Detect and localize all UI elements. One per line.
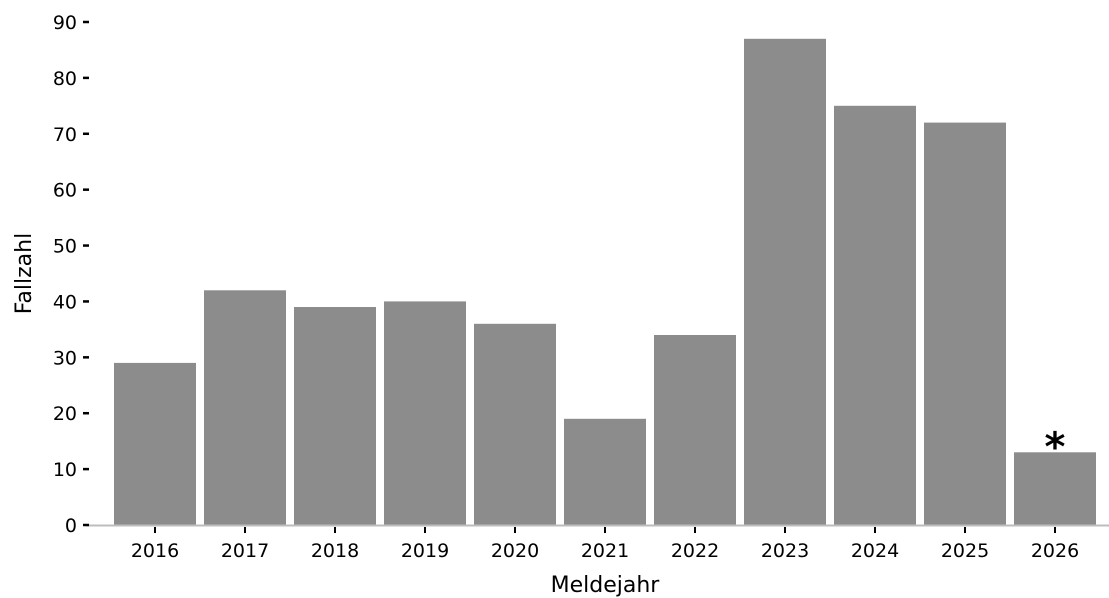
bar-2024 bbox=[834, 105, 916, 526]
y-tick-label: 10 bbox=[53, 459, 77, 481]
y-axis-ticks: 0 10 20 30 40 50 60 70 80 90 bbox=[53, 12, 89, 537]
bar-2022 bbox=[654, 335, 736, 525]
y-axis-title: Fallzahl bbox=[12, 233, 37, 314]
bar-2020 bbox=[474, 323, 556, 525]
x-tick-label: 2016 bbox=[131, 540, 179, 562]
x-axis-ticks: 2016 2017 2018 2019 2020 2021 2022 2023 2024 2025… bbox=[131, 527, 1079, 562]
bar-2021 bbox=[564, 418, 646, 525]
bar-2019 bbox=[384, 301, 466, 525]
annotations-group: * bbox=[1045, 424, 1066, 470]
y-tick-label: 0 bbox=[65, 515, 77, 537]
y-tick-label: 80 bbox=[53, 68, 77, 90]
y-tick-label: 20 bbox=[53, 403, 77, 425]
bar-2026 bbox=[1014, 452, 1096, 525]
x-tick-label: 2019 bbox=[401, 540, 449, 562]
y-tick-label: 90 bbox=[53, 12, 77, 34]
bar-2016 bbox=[114, 362, 196, 525]
bar-2017 bbox=[204, 290, 286, 525]
bar-annotation-asterisk: * bbox=[1045, 424, 1066, 470]
x-tick-label: 2025 bbox=[941, 540, 989, 562]
x-tick-label: 2023 bbox=[761, 540, 809, 562]
x-tick-label: 2026 bbox=[1031, 540, 1079, 562]
x-tick-label: 2018 bbox=[311, 540, 359, 562]
x-tick-label: 2020 bbox=[491, 540, 539, 562]
x-tick-label: 2017 bbox=[221, 540, 269, 562]
y-tick-label: 40 bbox=[53, 291, 77, 313]
x-tick-label: 2022 bbox=[671, 540, 719, 562]
x-axis-title: Meldejahr bbox=[551, 573, 661, 598]
x-tick-label: 2024 bbox=[851, 540, 899, 562]
y-tick-label: 30 bbox=[53, 347, 77, 369]
bar-2025 bbox=[924, 122, 1006, 525]
bar-2018 bbox=[294, 307, 376, 525]
y-tick-label: 50 bbox=[53, 236, 77, 258]
y-tick-label: 60 bbox=[53, 180, 77, 202]
y-tick-label: 70 bbox=[53, 124, 77, 146]
bars-group bbox=[114, 38, 1096, 526]
bar-2023 bbox=[744, 38, 826, 526]
x-tick-label: 2021 bbox=[581, 540, 629, 562]
